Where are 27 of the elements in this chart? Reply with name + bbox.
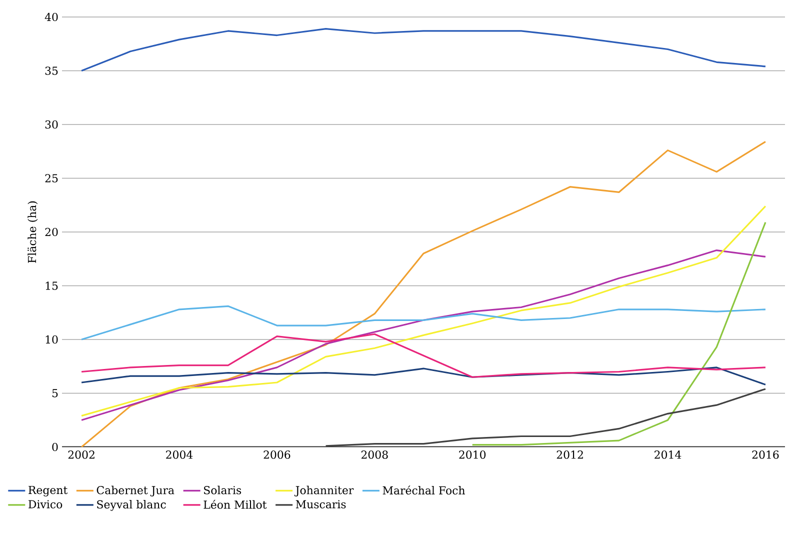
x-tick-label: 2010 (459, 450, 486, 459)
legend-label: Johanniter (294, 486, 354, 496)
x-tick-label: 2002 (68, 450, 94, 459)
y-tick-label: 25 (45, 174, 58, 182)
x-tick-label: 2012 (556, 450, 583, 459)
legend-label: Léon Millot (204, 500, 267, 509)
x-tick-label: 2004 (166, 450, 193, 459)
legend-label: Divico (28, 500, 62, 508)
y-tick-label: 20 (45, 228, 58, 236)
x-tick-label: 2006 (264, 450, 290, 459)
legend-label: Maréchal Foch (382, 486, 465, 495)
y-tick-label: 15 (46, 282, 58, 290)
legend-label: Muscaris (296, 500, 346, 508)
legend-label: Regent (28, 486, 68, 496)
y-tick-label: 40 (44, 12, 58, 22)
legend-label: Seyval blanc (97, 500, 166, 511)
x-tick-label: 2016 (752, 450, 779, 459)
y-axis-title: Fläche (ha) (28, 201, 38, 263)
x-tick-label: 2014 (654, 450, 682, 459)
y-tick-label: 5 (52, 389, 58, 398)
y-tick-label: 0 (52, 442, 58, 452)
y-tick-label: 35 (45, 66, 58, 75)
y-tick-label: 10 (46, 335, 58, 344)
x-tick-label: 2008 (361, 450, 388, 459)
legend-label: Cabernet Jura (96, 486, 174, 496)
legend-label: Solaris (204, 486, 242, 494)
y-tick-label: 30 (45, 120, 58, 129)
